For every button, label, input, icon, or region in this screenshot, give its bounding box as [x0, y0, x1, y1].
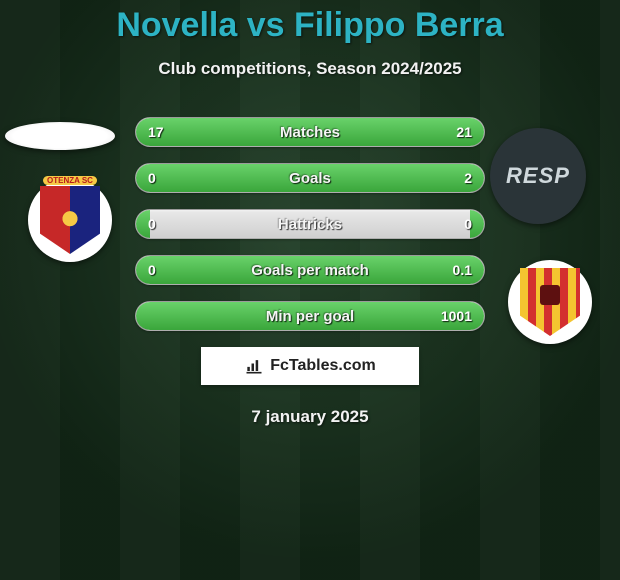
club-left-ribbon: OTENZA SC — [43, 176, 97, 185]
date-text: 7 january 2025 — [0, 407, 620, 427]
club-right-crest — [508, 260, 592, 344]
stat-value-right: 1001 — [441, 302, 472, 330]
stat-label: Hattricks — [136, 210, 484, 238]
page-title: Novella vs Filippo Berra — [0, 0, 620, 45]
stat-fill-left — [136, 302, 150, 330]
stat-fill-right — [150, 164, 484, 192]
watermark: FcTables.com — [201, 347, 419, 385]
stat-value-right: 0 — [464, 210, 472, 238]
chart-icon — [244, 356, 264, 376]
stat-row: 0 2 Goals — [135, 163, 485, 193]
player-left-avatar — [5, 122, 115, 150]
stat-fill-right — [150, 302, 484, 330]
stat-row: 17 21 Matches — [135, 117, 485, 147]
stat-row: 0 0.1 Goals per match — [135, 255, 485, 285]
stat-fill-right — [150, 256, 484, 284]
stat-value-left: 0 — [148, 164, 156, 192]
club-left-crest: OTENZA SC — [28, 178, 112, 262]
watermark-text: FcTables.com — [270, 357, 376, 375]
stat-fill-right — [470, 210, 484, 238]
stat-value-right: 0.1 — [453, 256, 472, 284]
stat-row: 0 0 Hattricks — [135, 209, 485, 239]
stat-value-left: 17 — [148, 118, 164, 146]
stat-row: 1001 Min per goal — [135, 301, 485, 331]
stat-value-right: 21 — [456, 118, 472, 146]
stat-value-right: 2 — [464, 164, 472, 192]
stat-value-left: 0 — [148, 210, 156, 238]
player-right-avatar: RESP — [490, 128, 586, 224]
subtitle: Club competitions, Season 2024/2025 — [0, 59, 620, 79]
club-left-shield — [40, 186, 100, 254]
content-root: Novella vs Filippo Berra Club competitio… — [0, 0, 620, 580]
player-right-avatar-text: RESP — [506, 163, 570, 189]
stat-value-left: 0 — [148, 256, 156, 284]
club-right-shield — [520, 268, 580, 336]
